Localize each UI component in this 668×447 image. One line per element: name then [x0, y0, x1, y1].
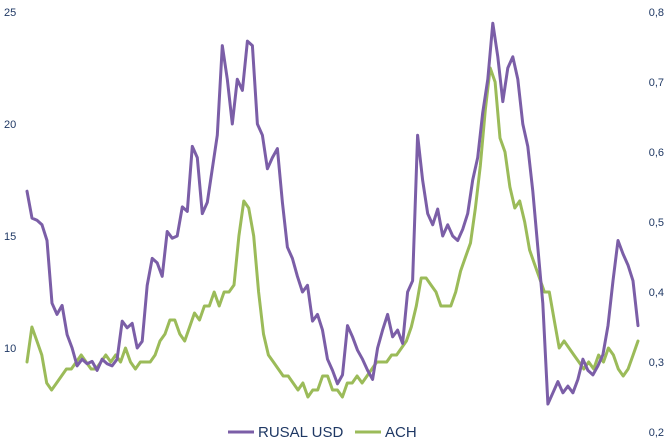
right-tick-label: 0,5: [649, 217, 664, 229]
left-tick-label: 25: [4, 7, 16, 19]
legend-label: RUSAL USD: [258, 424, 343, 441]
right-tick-label: 0,6: [649, 147, 664, 159]
legend-label: ACH: [385, 424, 417, 441]
series-line-rusal-usd: [25, 21, 640, 406]
left-tick-label: 15: [4, 231, 16, 243]
right-tick-label: 0,2: [649, 427, 664, 439]
left-tick-label: 10: [4, 343, 16, 355]
right-axis-labels: 0,8 0,7 0,6 0,5 0,4 0,3 0,2: [649, 7, 664, 439]
right-tick-label: 0,4: [649, 287, 664, 299]
left-axis-labels: 25 20 15 10: [4, 7, 16, 355]
right-tick-label: 0,8: [649, 7, 664, 19]
right-tick-label: 0,3: [649, 357, 664, 369]
right-tick-label: 0,7: [649, 77, 664, 89]
plot-area: [25, 21, 640, 406]
left-tick-label: 20: [4, 119, 16, 131]
series-line-ach: [25, 66, 640, 399]
legend: RUSAL USD ACH: [228, 424, 417, 441]
